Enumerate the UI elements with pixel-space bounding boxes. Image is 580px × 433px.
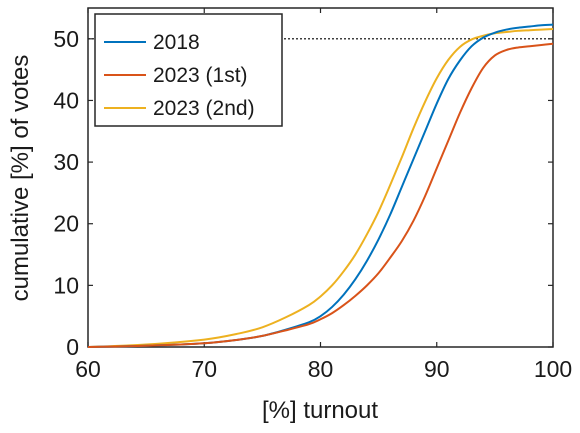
x-tick-label: 60	[75, 356, 101, 382]
legend-label-2023-2nd: 2023 (2nd)	[153, 97, 255, 120]
x-tick-label: 90	[424, 356, 450, 382]
x-axis-title: [%] turnout	[262, 397, 378, 424]
y-tick-label: 20	[53, 211, 79, 237]
legend: 2018 2023 (1st) 2023 (2nd)	[94, 13, 283, 127]
x-tick-label: 80	[308, 356, 334, 382]
y-tick-label: 40	[53, 87, 79, 113]
x-tick-label: 70	[191, 356, 217, 382]
y-tick-label: 0	[66, 334, 79, 360]
series-line-2023-1st	[87, 42, 554, 348]
y-tick-label: 50	[53, 26, 79, 52]
legend-label-2023-1st: 2023 (1st)	[153, 64, 248, 87]
y-tick-label: 10	[53, 272, 79, 298]
x-tick-label: 100	[534, 356, 572, 382]
legend-label-2018: 2018	[153, 31, 200, 54]
y-tick-label: 30	[53, 149, 79, 175]
series-line-2023-2nd	[87, 27, 554, 348]
y-axis-title: cumulative [%] of votes	[7, 55, 34, 302]
